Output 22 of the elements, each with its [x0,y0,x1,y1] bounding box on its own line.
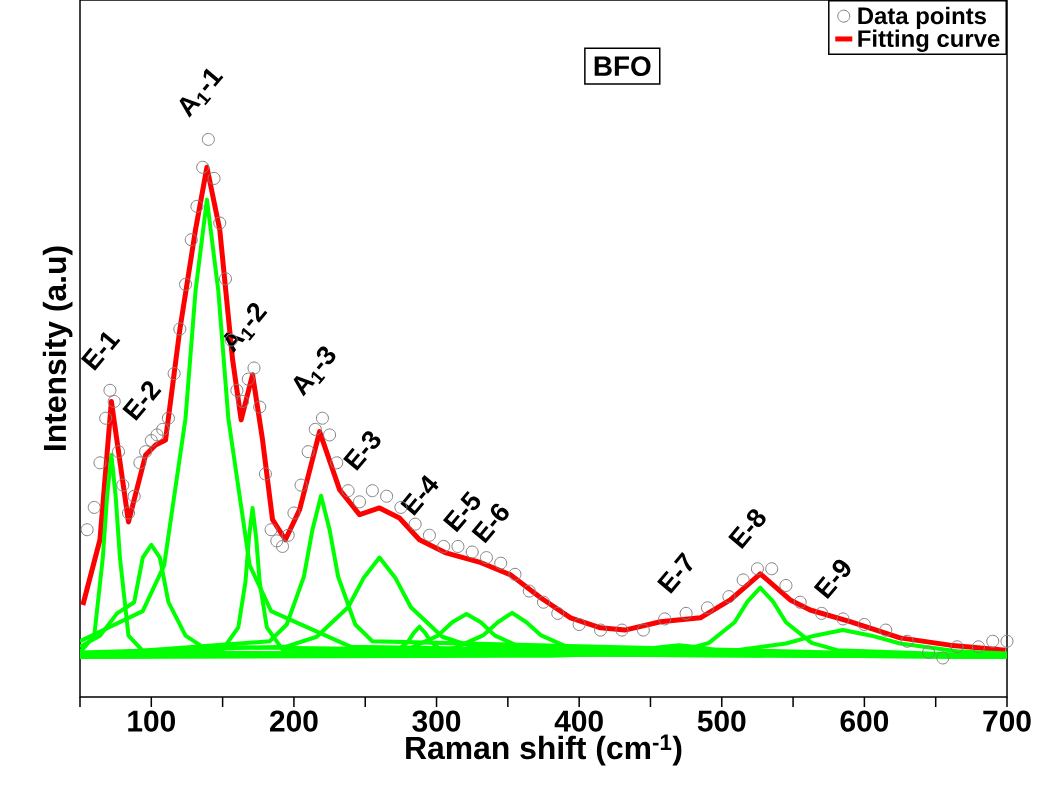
x-tick-label: 200 [270,710,318,732]
annotation: A$_{1}$-3 [293,346,336,397]
legend-label: Data points [858,6,986,30]
x-tick-label: 700 [983,710,1031,732]
text: BFO [594,56,651,77]
y-axis-title: Intensity (a.u) [42,246,73,450]
annotation: E-3 [343,431,381,471]
annotation: A$_{1}$-1 [179,68,224,118]
annotation: A$_{1}$-2 [223,303,268,354]
x-tick-label: 400 [554,710,603,732]
x-tick-label: 600 [840,710,889,732]
x-tick-label: 300 [412,710,461,732]
legend-label: Fitting curve [858,29,1000,52]
annotation: E-4 [400,475,439,516]
annotation: E-7 [657,552,693,594]
annotation: E-2 [122,381,162,421]
annotation: E-1 [80,331,121,371]
x-axis-title: Raman shift (cm$^{-1}$) [406,734,682,766]
annotation: E-9 [813,559,851,600]
x-tick-label: 100 [128,710,175,732]
annotation: E-8 [728,509,766,549]
x-tick-label: 500 [697,710,746,732]
